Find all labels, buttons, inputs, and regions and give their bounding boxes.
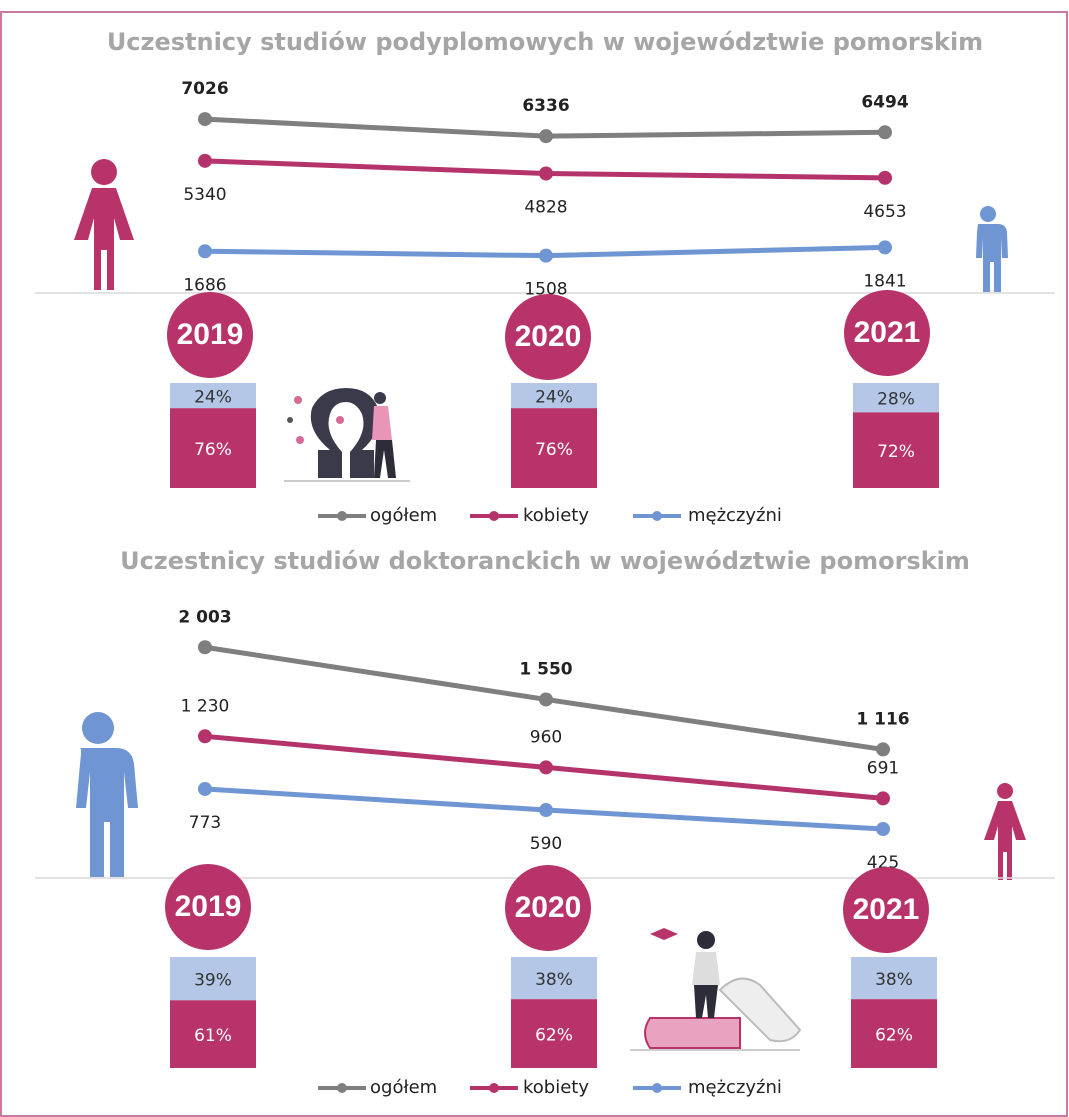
man-icon xyxy=(76,712,138,877)
share-bar xyxy=(853,412,939,488)
share-bar xyxy=(511,999,597,1068)
legend-dot xyxy=(489,1083,499,1093)
legend-dot xyxy=(652,1083,662,1093)
year-label: 2021 xyxy=(854,316,921,349)
value-label: 773 xyxy=(189,813,221,833)
share-label: 62% xyxy=(535,1026,573,1046)
share-label: 28% xyxy=(877,390,915,410)
year-badge xyxy=(505,294,591,380)
point xyxy=(539,129,553,144)
value-label: 2 003 xyxy=(178,607,231,627)
value-label: 6494 xyxy=(861,92,908,112)
share-label: 38% xyxy=(875,970,913,990)
year-badge xyxy=(505,865,591,951)
share-label: 39% xyxy=(194,971,232,991)
point xyxy=(198,153,212,168)
point xyxy=(198,640,212,655)
chart-title: Uczestnicy studiów doktoranckich w wojew… xyxy=(120,547,970,575)
share-bar xyxy=(170,957,256,1001)
share-bar xyxy=(511,383,597,409)
year-badge xyxy=(844,290,930,376)
point xyxy=(539,760,553,775)
share-bar xyxy=(511,957,597,1000)
value-label: 4828 xyxy=(524,198,567,218)
point xyxy=(539,692,553,707)
point xyxy=(198,729,212,744)
point xyxy=(876,742,890,757)
share-bar xyxy=(851,957,937,1000)
point xyxy=(198,244,212,259)
legend-label: ogółem xyxy=(370,505,437,526)
year-label: 2019 xyxy=(175,890,242,923)
point xyxy=(878,170,892,185)
year-badge xyxy=(167,292,253,378)
point xyxy=(198,781,212,796)
year-label: 2020 xyxy=(515,320,582,353)
share-label: 38% xyxy=(535,970,573,990)
value-label: 691 xyxy=(867,758,899,778)
man-icon xyxy=(976,206,1008,292)
point xyxy=(878,240,892,255)
value-label: 590 xyxy=(530,834,562,854)
year-label: 2019 xyxy=(177,318,244,351)
frame xyxy=(0,11,1068,1117)
point xyxy=(539,166,553,181)
value-label: 4653 xyxy=(863,202,906,222)
value-label: 1 116 xyxy=(856,709,909,729)
legend-dot xyxy=(489,511,499,521)
share-bar xyxy=(853,383,939,413)
value-label: 1686 xyxy=(183,275,226,295)
share-bar xyxy=(511,408,597,488)
value-label: 1 550 xyxy=(519,659,572,679)
share-label: 72% xyxy=(877,442,915,462)
legend-label: ogółem xyxy=(370,1077,437,1098)
value-label: 7026 xyxy=(181,79,228,99)
year-label: 2020 xyxy=(515,891,582,924)
value-label: 6336 xyxy=(522,96,569,116)
share-label: 24% xyxy=(194,388,232,408)
illustration-omega xyxy=(284,388,410,482)
legend-dot xyxy=(337,511,347,521)
share-label: 61% xyxy=(194,1026,232,1046)
woman-icon xyxy=(74,159,134,290)
point xyxy=(876,791,890,806)
value-label: 960 xyxy=(530,727,562,747)
legend-label: kobiety xyxy=(523,505,589,526)
value-label: 5340 xyxy=(183,185,226,205)
legend-label: mężczyźni xyxy=(688,1077,782,1098)
value-label: 1 230 xyxy=(181,696,230,716)
share-label: 76% xyxy=(535,440,573,460)
value-label: 1508 xyxy=(524,280,567,300)
year-label: 2021 xyxy=(853,893,920,926)
share-bar xyxy=(170,408,256,488)
value-label: 1841 xyxy=(863,271,906,291)
legend-label: kobiety xyxy=(523,1077,589,1098)
point xyxy=(539,803,553,818)
point xyxy=(878,125,892,140)
share-bar xyxy=(170,383,256,409)
point xyxy=(198,112,212,127)
year-badge xyxy=(843,867,929,953)
point xyxy=(539,248,553,263)
year-badge xyxy=(165,864,251,950)
illustration-books xyxy=(630,928,802,1051)
legend-dot xyxy=(337,1083,347,1093)
share-label: 24% xyxy=(535,388,573,408)
legend-label: mężczyźni xyxy=(688,505,782,526)
chart-title: Uczestnicy studiów podyplomowych w wojew… xyxy=(107,28,983,56)
share-bar xyxy=(170,1000,256,1068)
point xyxy=(876,822,890,837)
legend-dot xyxy=(652,511,662,521)
woman-icon xyxy=(984,783,1026,880)
share-bar xyxy=(851,999,937,1068)
share-label: 62% xyxy=(875,1026,913,1046)
share-label: 76% xyxy=(194,440,232,460)
